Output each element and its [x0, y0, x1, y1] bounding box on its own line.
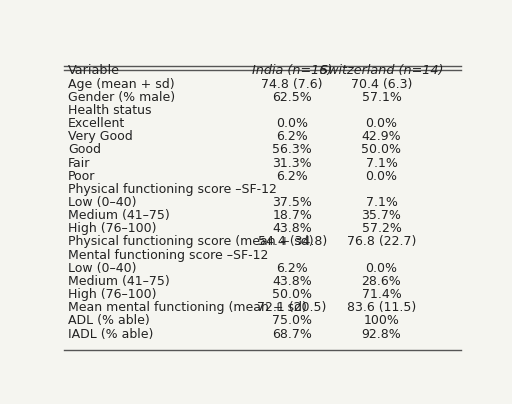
Text: 100%: 100% [364, 314, 399, 327]
Text: High (76–100): High (76–100) [68, 288, 157, 301]
Text: Medium (41–75): Medium (41–75) [68, 209, 169, 222]
Text: Low (0–40): Low (0–40) [68, 196, 137, 209]
Text: Poor: Poor [68, 170, 95, 183]
Text: Gender (% male): Gender (% male) [68, 91, 175, 104]
Text: 54.4 (34.8): 54.4 (34.8) [258, 236, 327, 248]
Text: 57.2%: 57.2% [361, 222, 401, 235]
Text: 83.6 (11.5): 83.6 (11.5) [347, 301, 416, 314]
Text: 76.8 (22.7): 76.8 (22.7) [347, 236, 416, 248]
Text: 56.3%: 56.3% [272, 143, 312, 156]
Text: 43.8%: 43.8% [272, 275, 312, 288]
Text: Mental functioning score –SF-12: Mental functioning score –SF-12 [68, 248, 268, 262]
Text: 35.7%: 35.7% [361, 209, 401, 222]
Text: India (n=16): India (n=16) [252, 64, 332, 77]
Text: Physical functioning score –SF-12: Physical functioning score –SF-12 [68, 183, 277, 196]
Text: 92.8%: 92.8% [361, 328, 401, 341]
Text: 74.8 (7.6): 74.8 (7.6) [262, 78, 323, 90]
Text: 31.3%: 31.3% [272, 157, 312, 170]
Text: Good: Good [68, 143, 101, 156]
Text: Physical functioning score (mean + sd): Physical functioning score (mean + sd) [68, 236, 313, 248]
Text: Age (mean + sd): Age (mean + sd) [68, 78, 175, 90]
Text: 18.7%: 18.7% [272, 209, 312, 222]
Text: High (76–100): High (76–100) [68, 222, 157, 235]
Text: 6.2%: 6.2% [276, 262, 308, 275]
Text: 50.0%: 50.0% [272, 288, 312, 301]
Text: 0.0%: 0.0% [276, 117, 308, 130]
Text: 71.4%: 71.4% [361, 288, 401, 301]
Text: Health status: Health status [68, 104, 152, 117]
Text: Mean mental functioning (mean + sd): Mean mental functioning (mean + sd) [68, 301, 307, 314]
Text: Switzerland (n=14): Switzerland (n=14) [319, 64, 443, 77]
Text: IADL (% able): IADL (% able) [68, 328, 153, 341]
Text: Fair: Fair [68, 157, 90, 170]
Text: 57.1%: 57.1% [361, 91, 401, 104]
Text: ADL (% able): ADL (% able) [68, 314, 150, 327]
Text: 28.6%: 28.6% [361, 275, 401, 288]
Text: 7.1%: 7.1% [366, 196, 397, 209]
Text: 0.0%: 0.0% [366, 170, 397, 183]
Text: 62.5%: 62.5% [272, 91, 312, 104]
Text: 0.0%: 0.0% [366, 262, 397, 275]
Text: 72.1 (20.5): 72.1 (20.5) [258, 301, 327, 314]
Text: 6.2%: 6.2% [276, 130, 308, 143]
Text: 7.1%: 7.1% [366, 157, 397, 170]
Text: Excellent: Excellent [68, 117, 125, 130]
Text: 42.9%: 42.9% [361, 130, 401, 143]
Text: Variable: Variable [68, 64, 120, 77]
Text: 70.4 (6.3): 70.4 (6.3) [351, 78, 412, 90]
Text: Low (0–40): Low (0–40) [68, 262, 137, 275]
Text: 0.0%: 0.0% [366, 117, 397, 130]
Text: 68.7%: 68.7% [272, 328, 312, 341]
Text: 6.2%: 6.2% [276, 170, 308, 183]
Text: Very Good: Very Good [68, 130, 133, 143]
Text: 50.0%: 50.0% [361, 143, 401, 156]
Text: 43.8%: 43.8% [272, 222, 312, 235]
Text: 75.0%: 75.0% [272, 314, 312, 327]
Text: Medium (41–75): Medium (41–75) [68, 275, 169, 288]
Text: 37.5%: 37.5% [272, 196, 312, 209]
